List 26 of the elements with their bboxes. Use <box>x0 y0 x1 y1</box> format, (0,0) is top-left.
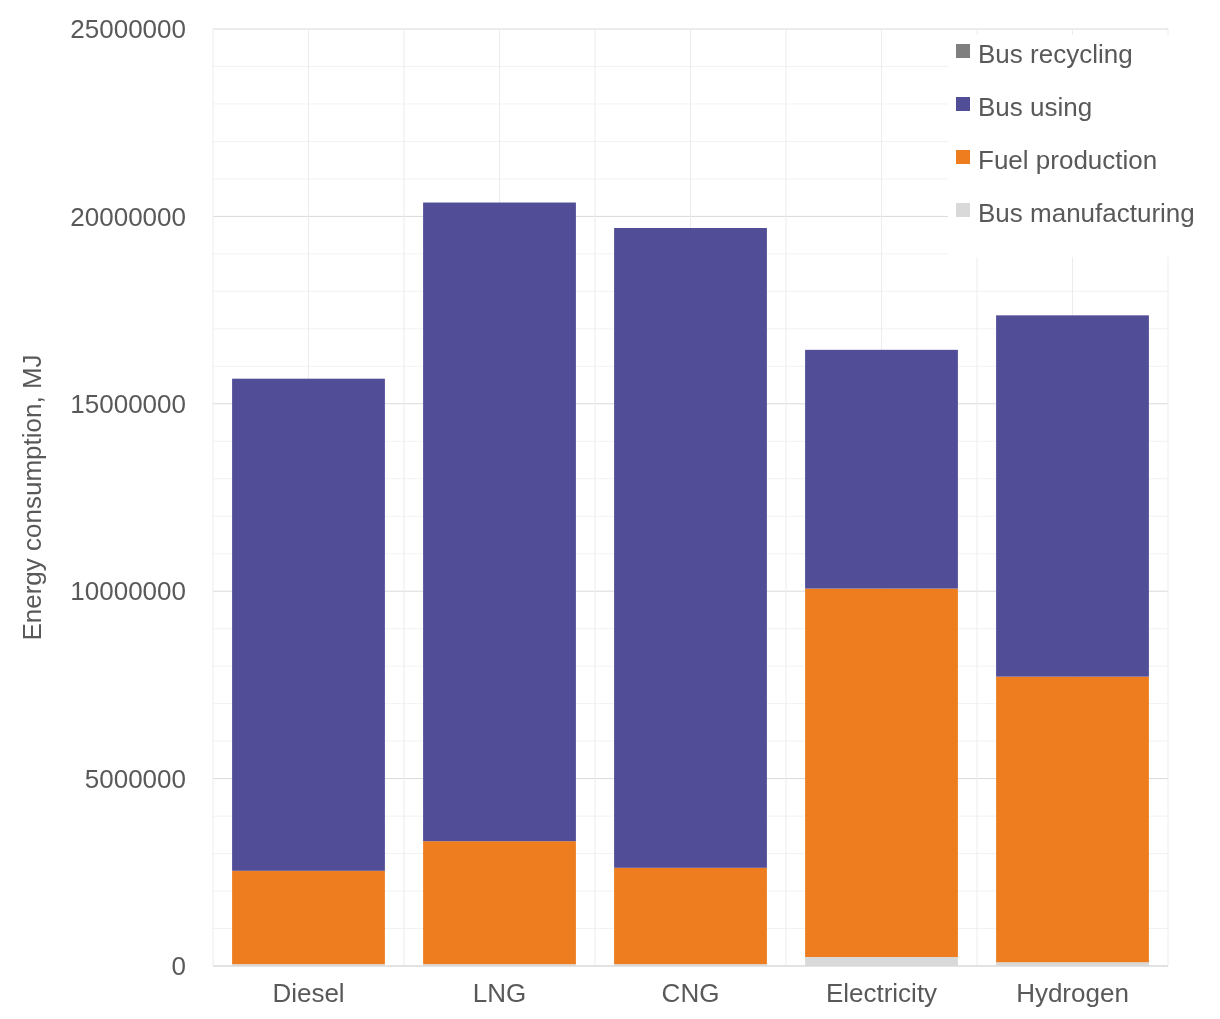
bar <box>614 867 767 965</box>
bar <box>996 676 1149 963</box>
legend-label: Bus using <box>978 92 1093 122</box>
y-tick-label: 15000000 <box>70 388 186 419</box>
bar <box>805 349 958 589</box>
x-tick-label: Electricity <box>825 978 938 1008</box>
y-tick-label: 0 <box>171 951 186 982</box>
y-tick-label: 25000000 <box>70 14 186 45</box>
bar <box>805 588 958 957</box>
legend-label: Fuel production <box>978 145 1158 175</box>
bar <box>232 378 385 871</box>
y-axis-title: Energy consumption, MJ <box>17 354 47 641</box>
x-tick-label: LNG <box>472 978 527 1008</box>
y-tick-label: 5000000 <box>84 763 186 794</box>
bar <box>232 870 385 965</box>
bar <box>614 228 767 868</box>
y-tick-label: 20000000 <box>70 201 186 232</box>
x-tick-label: Diesel <box>272 978 345 1008</box>
bar <box>996 315 1149 677</box>
bar <box>423 841 576 965</box>
x-tick-label: CNG <box>661 978 720 1008</box>
bar <box>423 202 576 842</box>
legend-label: Bus manufacturing <box>978 198 1195 228</box>
legend-label: Bus recycling <box>978 39 1133 69</box>
y-tick-label: 10000000 <box>70 576 186 607</box>
x-tick-label: Hydrogen <box>1016 978 1129 1008</box>
